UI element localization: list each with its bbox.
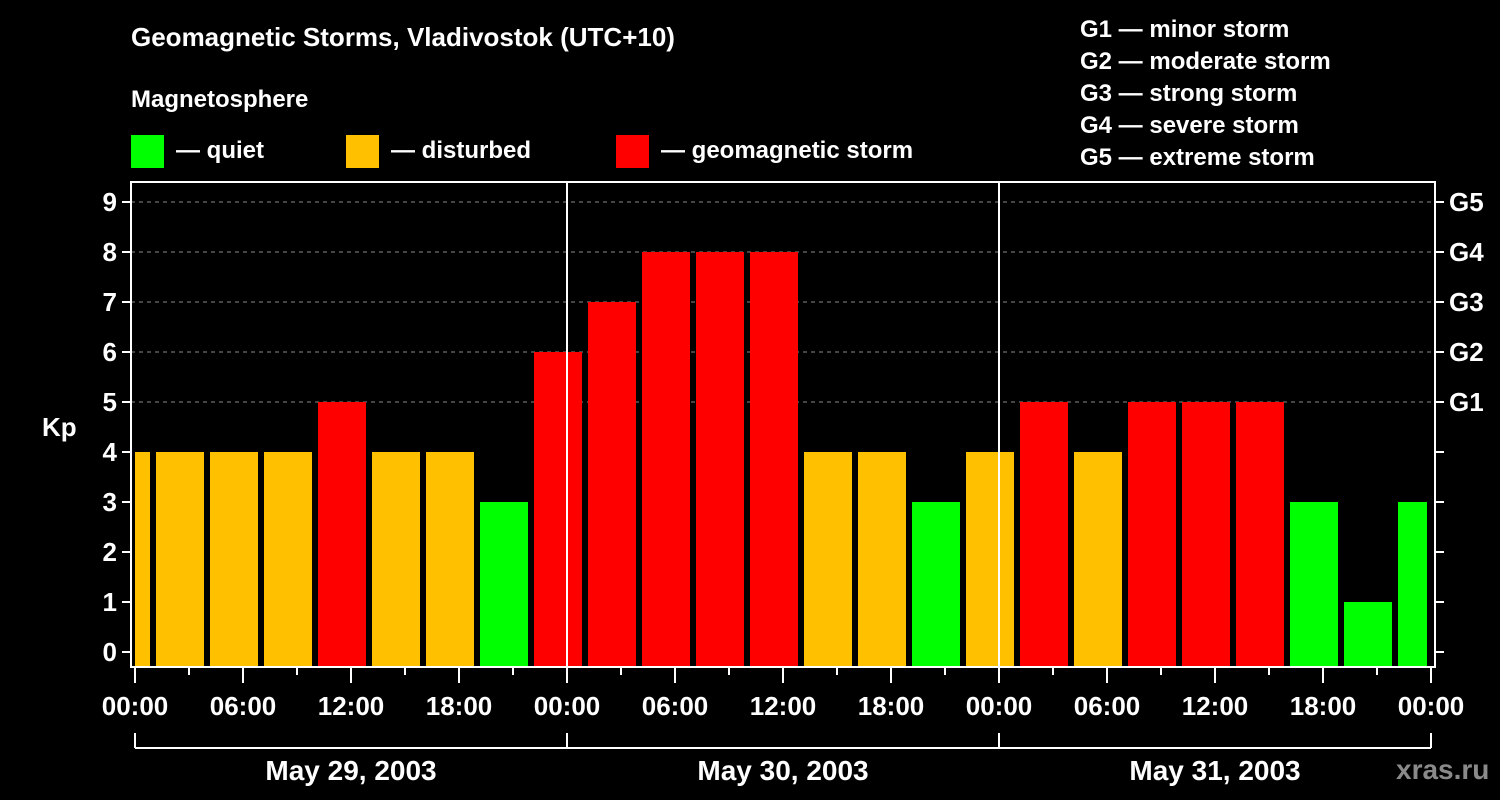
g-scale-item: G5 — extreme storm — [1080, 144, 1315, 171]
legend-swatch-disturbed — [346, 134, 379, 168]
kp-bar — [210, 452, 258, 667]
x-tick-label: 12:00 — [750, 691, 817, 721]
x-tick-label: 18:00 — [858, 691, 925, 721]
legend-item-quiet: — quiet — [131, 134, 264, 168]
kp-bar — [1074, 452, 1122, 667]
x-tick-label: 12:00 — [1182, 691, 1249, 721]
kp-bar — [912, 502, 960, 667]
kp-bar — [1236, 402, 1284, 667]
x-tick-label: 06:00 — [210, 691, 277, 721]
date-label: May 29, 2003 — [265, 755, 436, 786]
legend-swatch-quiet — [131, 134, 164, 168]
x-tick-label: 00:00 — [534, 691, 601, 721]
kp-bar — [135, 452, 150, 667]
kp-bar — [264, 452, 312, 667]
g-scale-item: G1 — minor storm — [1080, 16, 1290, 43]
y-tick-label: 8 — [103, 237, 117, 267]
g-scale-label: G1 — [1449, 387, 1484, 417]
y-tick-label: 2 — [103, 537, 117, 567]
x-tick-label: 06:00 — [642, 691, 709, 721]
g-scale-item: G4 — severe storm — [1080, 112, 1299, 139]
kp-bar — [642, 252, 690, 667]
x-tick-label: 06:00 — [1074, 691, 1141, 721]
kp-bar — [534, 352, 582, 667]
y-tick-label: 6 — [103, 337, 117, 367]
kp-bar — [372, 452, 420, 667]
y-tick-label: 1 — [103, 587, 117, 617]
x-tick-label: 00:00 — [102, 691, 169, 721]
kp-bar — [750, 252, 798, 667]
g-scale-item: G3 — strong storm — [1080, 80, 1298, 107]
x-tick-label: 18:00 — [1290, 691, 1357, 721]
g-scale-label: G5 — [1449, 187, 1484, 217]
kp-bar — [696, 252, 744, 667]
x-tick-label: 18:00 — [426, 691, 493, 721]
g-scale-legend: G1 — minor storm G2 — moderate storm G3 … — [1080, 14, 1331, 174]
watermark: xras.ru — [1396, 754, 1490, 785]
kp-bar — [1182, 402, 1230, 667]
date-label: May 30, 2003 — [697, 755, 868, 786]
kp-bar — [588, 302, 636, 667]
legend-item-disturbed: — disturbed — [346, 134, 531, 168]
kp-bar — [966, 452, 1014, 667]
kp-bar — [480, 502, 528, 667]
kp-bar — [1020, 402, 1068, 667]
kp-bar — [858, 452, 906, 667]
chart-title: Geomagnetic Storms, Vladivostok (UTC+10) — [131, 22, 675, 52]
kp-bar — [1344, 602, 1392, 667]
legend-heading: Magnetosphere — [131, 86, 309, 113]
legend-label-disturbed: — disturbed — [391, 137, 532, 164]
legend-item-storm: — geomagnetic storm — [616, 134, 913, 168]
g-scale-label: G3 — [1449, 287, 1484, 317]
y-tick-label: 3 — [103, 487, 117, 517]
y-tick-label: 7 — [103, 287, 117, 317]
legend-label-storm: — geomagnetic storm — [661, 137, 914, 164]
x-tick-label: 12:00 — [318, 691, 385, 721]
legend-label-quiet: — quiet — [176, 137, 264, 164]
kp-bar — [1128, 402, 1176, 667]
date-label: May 31, 2003 — [1129, 755, 1300, 786]
y-tick-label: 5 — [103, 387, 117, 417]
kp-bar — [804, 452, 852, 667]
y-tick-label: 4 — [103, 437, 118, 467]
legend-swatch-storm — [616, 134, 649, 168]
kp-bar — [156, 452, 204, 667]
y-tick-label: 0 — [103, 637, 117, 667]
g-scale-label: G2 — [1449, 337, 1484, 367]
kp-bar — [318, 402, 366, 667]
kp-bar — [426, 452, 474, 667]
x-tick-label: 00:00 — [1398, 691, 1465, 721]
kp-bar — [1398, 502, 1427, 667]
g-scale-item: G2 — moderate storm — [1080, 48, 1331, 75]
g-scale-label: G4 — [1449, 237, 1484, 267]
y-axis-label: Kp — [42, 412, 77, 442]
x-tick-label: 00:00 — [966, 691, 1033, 721]
kp-bar — [1290, 502, 1338, 667]
y-tick-label: 9 — [103, 187, 117, 217]
